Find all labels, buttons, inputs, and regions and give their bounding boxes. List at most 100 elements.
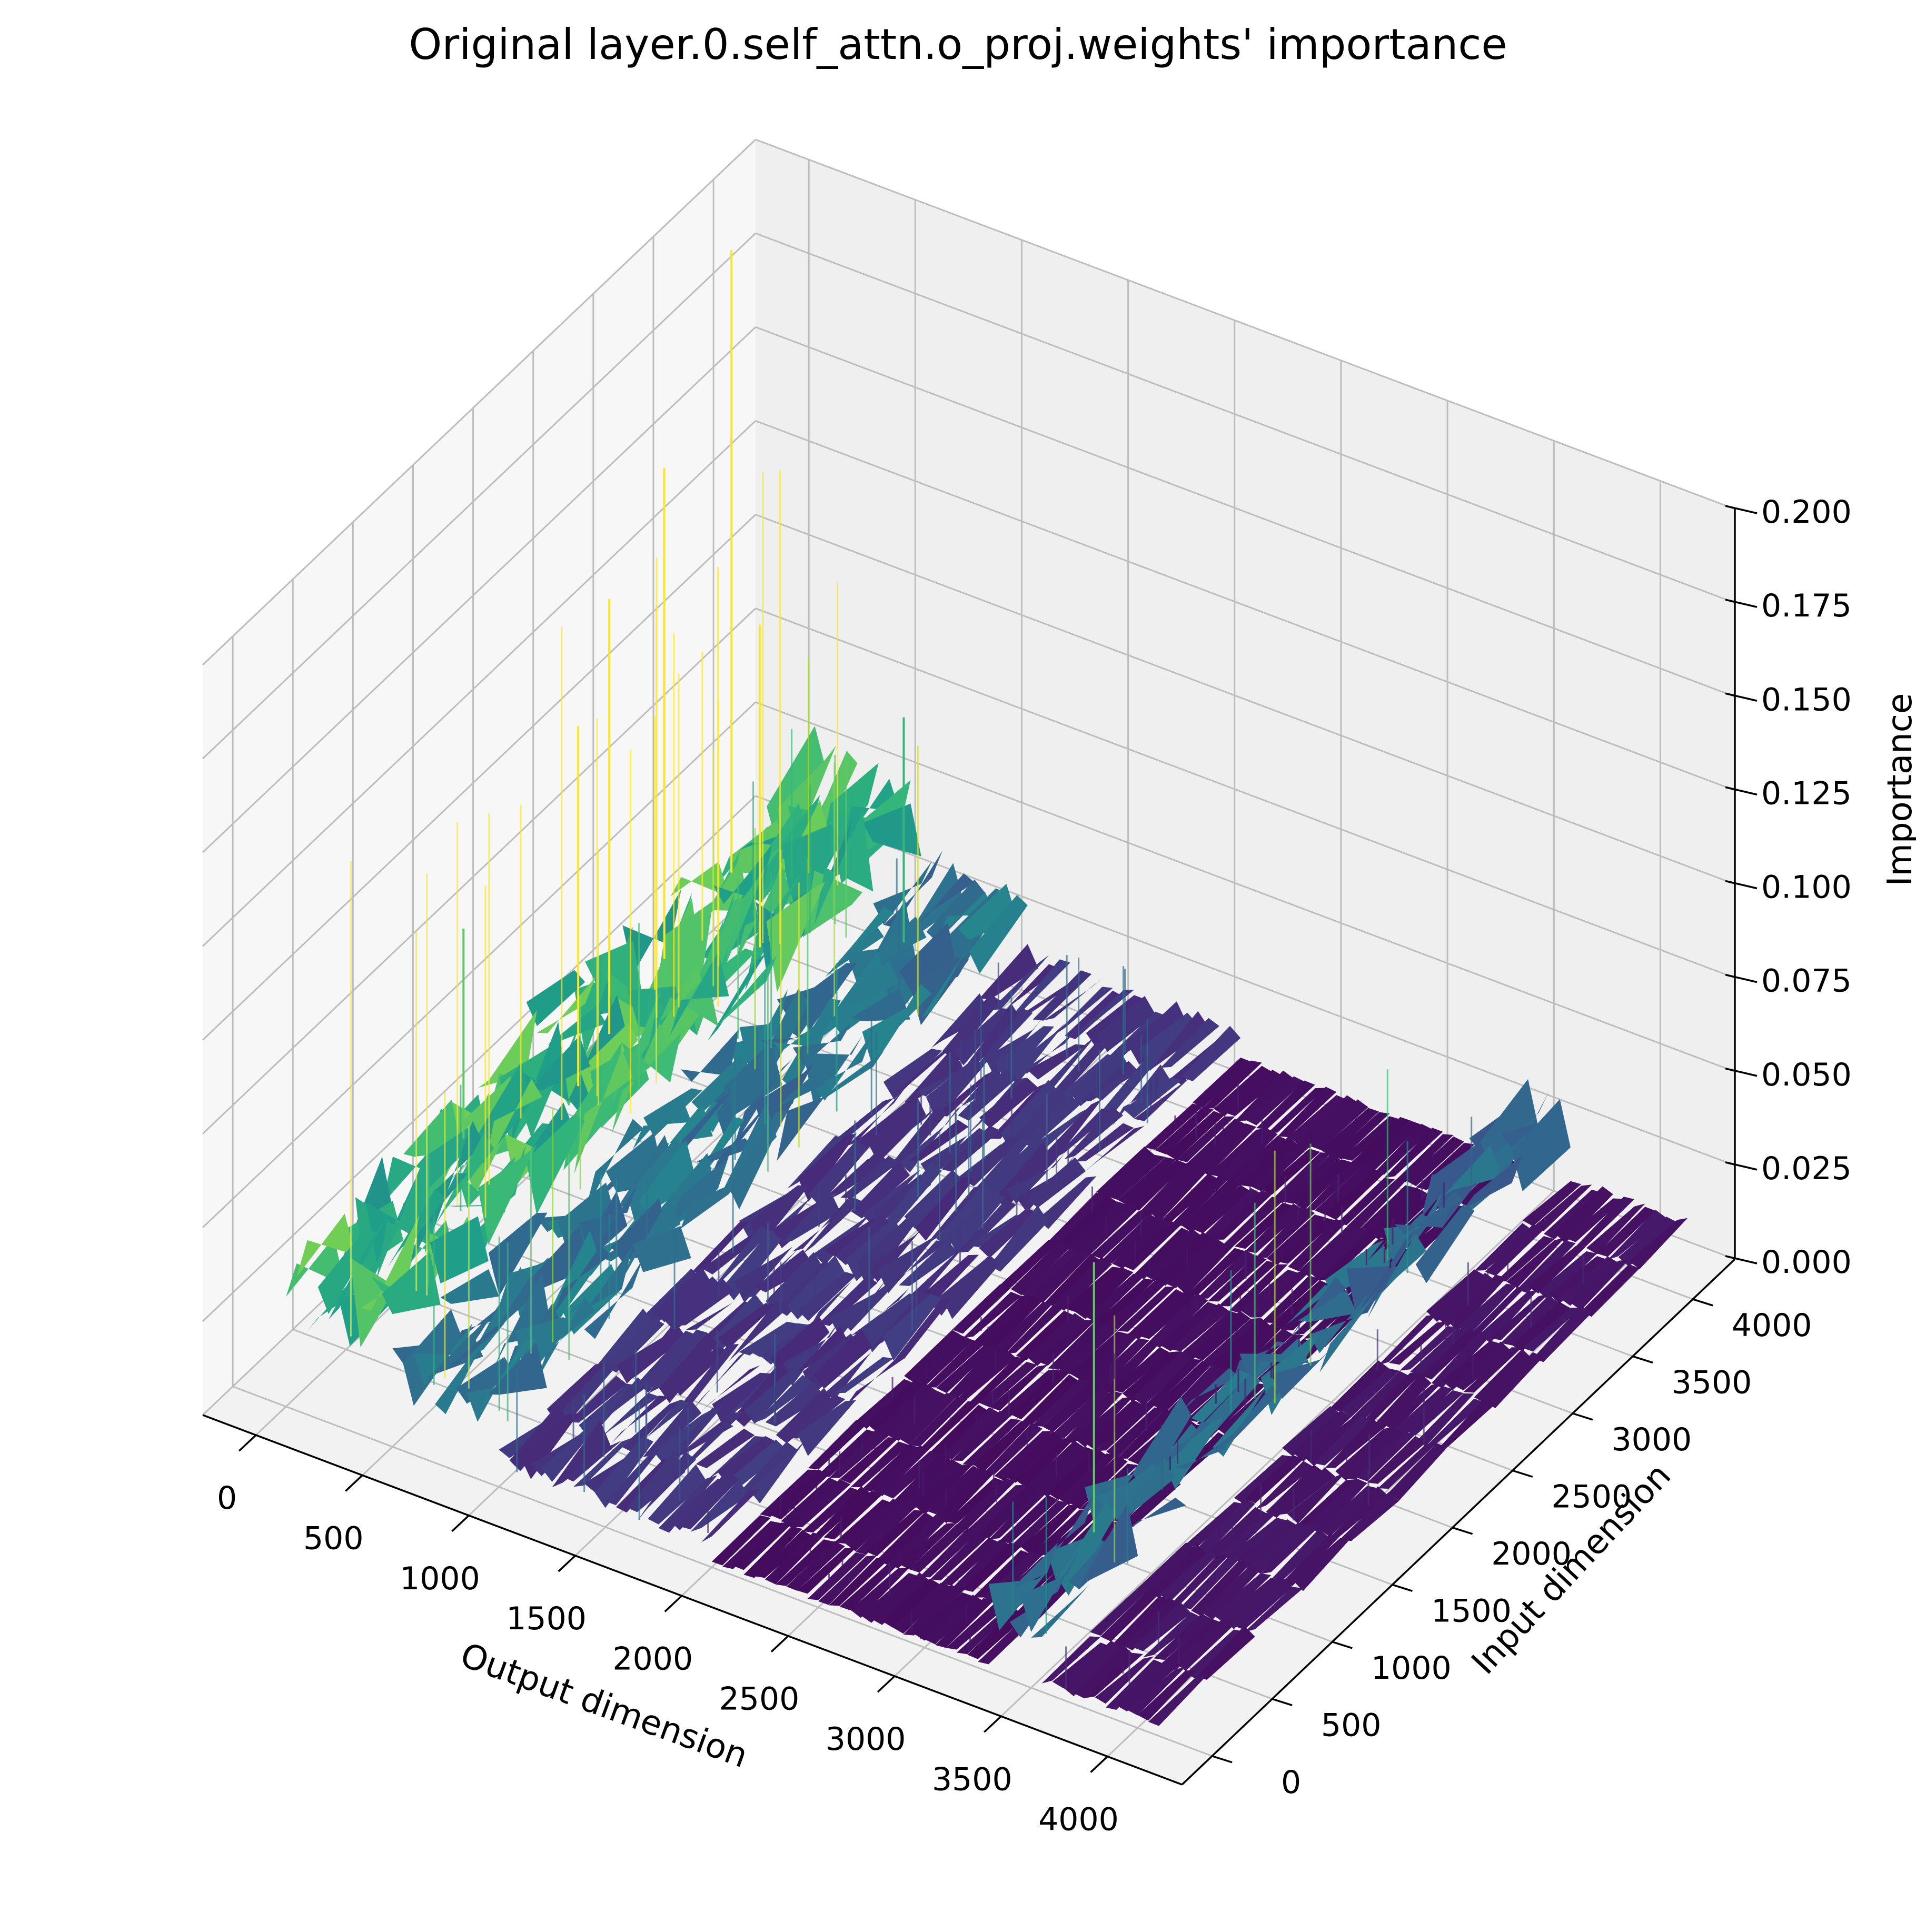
surface-cell <box>1047 1447 1107 1500</box>
y-axis-line <box>1181 1258 1736 1786</box>
surface-cell <box>1410 1327 1469 1377</box>
surface-cell <box>984 1141 1044 1202</box>
surface-cell <box>1272 1280 1331 1331</box>
surface-cell <box>942 994 1001 1059</box>
surface-cell <box>1096 1402 1155 1451</box>
surface-cell <box>962 1542 1021 1592</box>
surface-cell <box>947 1193 1006 1254</box>
surface-cell <box>1208 1128 1267 1177</box>
surface-cell <box>877 1512 936 1565</box>
surface-cell <box>905 1047 964 1102</box>
surface-cell <box>1192 1058 1252 1108</box>
surface-cell <box>1154 1613 1213 1660</box>
surface-cell <box>547 1362 606 1425</box>
surface-cell <box>898 1523 957 1569</box>
surface-cell <box>1054 987 1113 1035</box>
surface-cell <box>1229 1341 1288 1392</box>
surface-cell <box>1176 1243 1235 1296</box>
surface-cell <box>499 1258 558 1306</box>
surface-cell <box>962 1419 1021 1466</box>
surface-cell <box>1139 1162 1198 1217</box>
surface-cell <box>1042 1381 1101 1432</box>
surface-cell <box>1031 1378 1091 1427</box>
grid-line <box>755 701 1735 1073</box>
surface-cell <box>1442 1340 1501 1390</box>
surface-cell <box>781 1190 841 1242</box>
surface-cell <box>1208 1255 1267 1302</box>
surface-cell <box>920 1254 979 1306</box>
surface-cell <box>1277 1087 1337 1138</box>
surface-cell <box>1213 1318 1272 1373</box>
surface-cell <box>1169 1555 1229 1606</box>
surface-cell <box>1038 1034 1097 1094</box>
grid-line <box>755 795 1735 1167</box>
surface-cell <box>1144 1229 1203 1281</box>
surface-cell <box>1267 1088 1326 1134</box>
x-tick-label: 500 <box>303 1520 364 1557</box>
grid-line <box>755 420 1735 791</box>
surface-cell <box>1011 959 1070 1017</box>
surface-cell <box>839 1564 898 1610</box>
surface-cell <box>1063 1640 1122 1697</box>
surface-cell <box>1607 1210 1666 1260</box>
surface-cell <box>776 1388 835 1443</box>
surface-cell <box>770 1469 829 1520</box>
surface-cell <box>866 1509 925 1557</box>
surface-cell <box>1149 1293 1208 1348</box>
surface-cell <box>1388 1321 1448 1365</box>
surface-cell <box>1069 1201 1128 1255</box>
importance-surface <box>286 250 1688 1726</box>
surface-cell <box>621 1400 680 1452</box>
z-tick-mark <box>1725 1255 1758 1264</box>
surface-cell <box>1341 1492 1399 1541</box>
surface-cell <box>937 1070 996 1117</box>
surface-cell <box>1629 1218 1688 1269</box>
surface-cell <box>1095 1656 1154 1704</box>
surface-cell <box>941 1255 1000 1319</box>
surface-cell <box>1192 1184 1251 1233</box>
surface-cell <box>1271 1350 1331 1399</box>
surface-cell <box>1249 1522 1309 1574</box>
surface-cell <box>765 1532 824 1585</box>
surface-cell <box>1501 1295 1560 1346</box>
surface-cell <box>1027 1157 1086 1208</box>
surface-cell <box>1037 1320 1096 1366</box>
surface-cell <box>1196 1626 1255 1680</box>
surface-cell <box>1474 1349 1533 1403</box>
surface-cell <box>903 1584 962 1636</box>
surface-cell <box>542 1230 601 1330</box>
surface-cell <box>1085 1273 1144 1323</box>
surface-cell <box>574 1049 633 1174</box>
surface-cell <box>1234 1455 1293 1505</box>
surface-cell <box>882 1578 941 1628</box>
surface-cell <box>840 1437 899 1483</box>
surface-cell <box>713 845 772 904</box>
surface-cell <box>440 1269 500 1304</box>
x-tick-mark <box>451 1515 470 1532</box>
surface-cell <box>1090 1338 1149 1390</box>
surface-cell <box>611 1022 670 1134</box>
surface-cell <box>1292 1538 1352 1591</box>
surface-cell <box>1084 1652 1143 1698</box>
surface-cell <box>850 1441 909 1488</box>
surface-cell <box>968 1357 1027 1404</box>
surface-cell <box>1134 1075 1193 1121</box>
surface-cell <box>1144 1359 1203 1407</box>
surface-cell <box>648 1464 707 1525</box>
surface-cell <box>1362 1372 1421 1422</box>
surface-cell <box>1240 1136 1299 1187</box>
z-tick-mark <box>1725 599 1758 608</box>
surface-cell <box>1266 1465 1325 1518</box>
surface-cell <box>1235 1070 1294 1121</box>
surface-cell <box>850 1568 909 1618</box>
surface-cell <box>926 879 985 942</box>
surface-cell <box>711 1515 771 1566</box>
surface-cell <box>1298 1227 1357 1277</box>
surface-cell <box>1309 1099 1368 1150</box>
surface-cell <box>972 1550 1031 1598</box>
surface-cell <box>552 1420 611 1488</box>
surface-cell <box>798 1133 857 1202</box>
surface-cell <box>1010 1241 1070 1296</box>
surface-cell <box>1155 1107 1214 1154</box>
surface-cell <box>654 901 713 1001</box>
